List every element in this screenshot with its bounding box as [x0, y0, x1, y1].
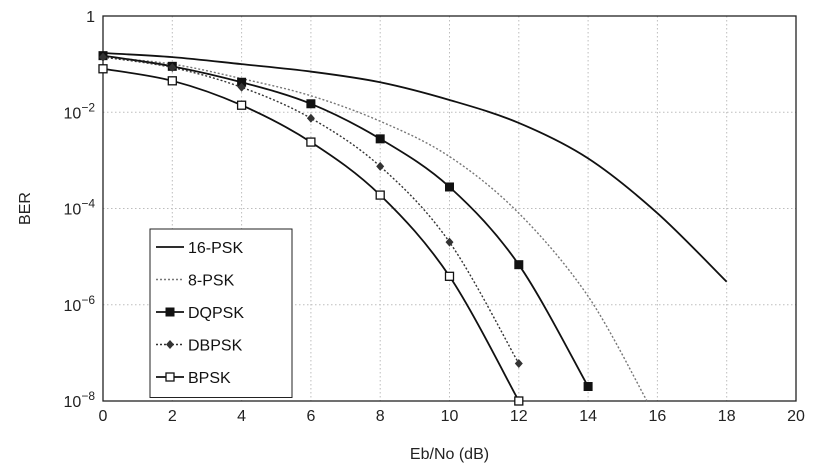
- x-tick-label: 6: [306, 408, 315, 425]
- y-tick-label: 10−8: [64, 389, 96, 411]
- y-tick-label: 10−6: [64, 293, 96, 315]
- data-point-dqpsk: [237, 77, 247, 87]
- data-point-dqpsk: [306, 99, 316, 109]
- x-axis-title: Eb/No (dB): [410, 446, 489, 463]
- data-point-bpsk: [444, 271, 455, 281]
- y-tick-label: 10−2: [64, 100, 96, 122]
- series-group: [98, 51, 728, 406]
- legend-label-16-psk: 16-PSK: [188, 240, 243, 257]
- x-tick-label: 14: [579, 408, 597, 425]
- legend: 16-PSK 8-PSK DQPSK DBPSK BPSK: [149, 228, 293, 398]
- y-tick-label: 1: [86, 9, 95, 26]
- series-dbpsk: [99, 52, 523, 369]
- plot-frame: [102, 15, 797, 402]
- data-point-dbpsk: [237, 82, 246, 92]
- tick-labels: 0 2 4 6 8 10 12 14 16 18 20 10−8 10−6 10−4 10−2 1: [64, 9, 805, 425]
- series-line-16-psk: [102, 52, 728, 283]
- data-point-dbpsk: [306, 113, 315, 123]
- x-tick-label: 12: [510, 408, 528, 425]
- data-point-bpsk: [514, 396, 524, 406]
- legend-marker-bpsk: [165, 372, 175, 382]
- x-tick-label: 18: [718, 408, 736, 425]
- legend-label-8-psk: 8-PSK: [188, 273, 235, 290]
- legend-marker-dqpsk: [165, 307, 175, 317]
- legend-label-dqpsk: DQPSK: [188, 305, 244, 322]
- data-point-dqpsk: [514, 260, 524, 270]
- series-line-8-psk: [102, 56, 648, 402]
- data-point-dqpsk: [583, 382, 593, 392]
- y-axis-title: BER: [17, 192, 34, 225]
- x-tick-label: 2: [168, 408, 177, 425]
- data-point-dqpsk: [375, 134, 385, 144]
- data-point-dbpsk: [445, 237, 454, 247]
- data-point-dbpsk: [514, 359, 523, 369]
- legend-label-dbpsk: DBPSK: [188, 338, 243, 355]
- x-tick-label: 4: [237, 408, 246, 425]
- legend-marker-dbpsk: [166, 340, 174, 349]
- data-point-bpsk: [167, 76, 177, 86]
- x-tick-label: 8: [376, 408, 385, 425]
- data-point-dbpsk: [99, 52, 107, 62]
- data-point-bpsk: [236, 100, 247, 110]
- data-point-bpsk: [375, 190, 385, 200]
- x-tick-label: 10: [441, 408, 459, 425]
- y-tick-label: 10−4: [64, 197, 96, 219]
- series-bpsk: [98, 64, 524, 406]
- data-point-bpsk: [98, 64, 108, 74]
- x-tick-label: 0: [99, 408, 108, 425]
- series-8-psk: [102, 56, 648, 402]
- series-line-dbpsk: [102, 56, 520, 364]
- data-point-dbpsk: [376, 161, 385, 171]
- series-16-psk: [102, 52, 728, 283]
- x-tick-label: 16: [649, 408, 667, 425]
- data-point-dbpsk: [168, 63, 177, 73]
- x-tick-label: 20: [787, 408, 805, 425]
- data-point-dqpsk: [445, 182, 454, 192]
- legend-label-bpsk: BPSK: [188, 370, 231, 387]
- data-point-bpsk: [306, 137, 316, 147]
